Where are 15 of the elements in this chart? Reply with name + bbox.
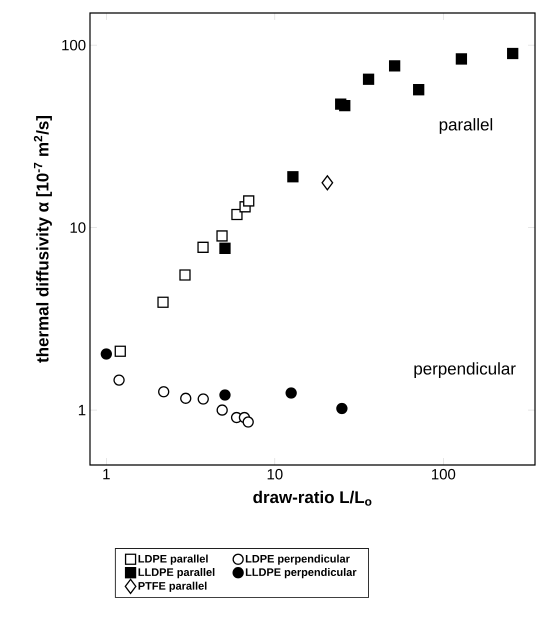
annotation: perpendicular — [414, 362, 516, 378]
y-tick-label: 1 — [78, 404, 86, 416]
annotation: parallel — [440, 118, 492, 134]
legend-label: PTFE parallel — [138, 582, 206, 592]
legend-label: LLDPE parallel — [138, 568, 214, 578]
x-tick-label: 100 — [432, 468, 456, 480]
x-tick-label: 1 — [103, 468, 110, 480]
y-axis-title: thermal diffusivity α [10$^{-7}$ m$^{2}$/s] — [34, 116, 52, 363]
x-tick-label: 10 — [268, 468, 283, 480]
x-axis-title: draw-ratio L/L$_{o}$ — [253, 490, 372, 506]
y-tick-label: 100 — [62, 40, 86, 50]
legend-label: LDPE perpendicular — [246, 554, 350, 565]
y-tick-label: 10 — [70, 222, 86, 233]
legend-label: LDPE parallel — [138, 554, 208, 565]
legend-label: LLDPE perpendicular — [246, 568, 356, 578]
